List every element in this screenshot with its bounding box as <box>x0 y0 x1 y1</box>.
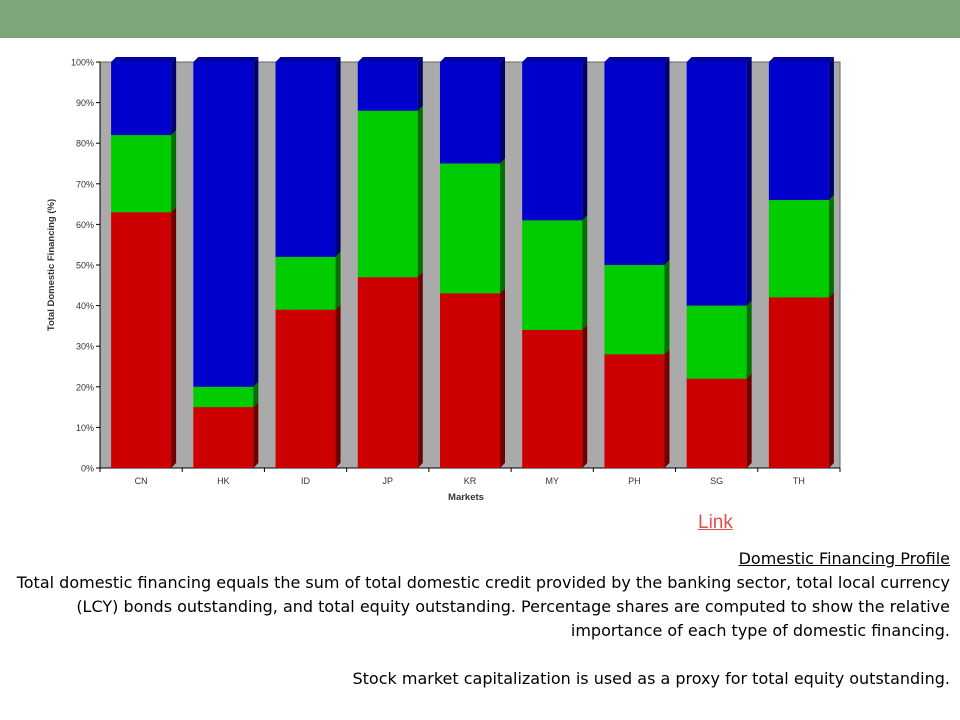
bar-side-SG <box>746 373 752 468</box>
bar-CN-lcy-bonds <box>111 135 172 213</box>
bar-side-TH <box>828 292 834 468</box>
y-tick-label: 30% <box>76 342 94 352</box>
bar-SG-domestic-credit <box>686 378 747 468</box>
y-tick-label: 50% <box>76 261 94 271</box>
bar-MY-domestic-credit <box>522 329 583 468</box>
caption-paragraph: Total domestic financing equals the sum … <box>16 573 950 640</box>
bar-side-KR <box>500 288 506 468</box>
x-tick-label: TH <box>793 476 805 486</box>
bar-side-HK <box>253 381 259 408</box>
bar-side-TH <box>828 57 834 201</box>
bar-side-PH <box>664 349 670 468</box>
y-axis-title: Total Domestic Financing (%) <box>46 199 57 331</box>
bar-side-MY <box>582 57 588 221</box>
bar-side-ID <box>335 304 341 468</box>
bar-side-ID <box>335 251 341 310</box>
bar-top-MY <box>522 57 588 62</box>
bar-side-ID <box>335 57 341 257</box>
header-bar <box>0 0 960 38</box>
x-tick-label: PH <box>628 476 641 486</box>
bar-side-PH <box>664 57 670 265</box>
bar-side-PH <box>664 260 670 355</box>
y-tick-label: 70% <box>76 179 94 189</box>
bar-ID-domestic-credit <box>275 309 336 468</box>
bar-side-TH <box>828 195 834 298</box>
bar-top-JP <box>357 57 423 62</box>
x-tick-label: MY <box>545 476 559 486</box>
bar-side-KR <box>500 57 506 164</box>
bar-KR-lcy-bonds <box>439 163 501 294</box>
x-tick-label: CN <box>135 476 148 486</box>
bar-CN-equity <box>111 62 172 136</box>
bar-top-KR <box>439 57 506 62</box>
caption: Domestic Financing Profile Total domesti… <box>10 547 950 691</box>
bar-PH-equity <box>604 62 665 265</box>
y-tick-label: 90% <box>76 98 94 108</box>
x-tick-label: HK <box>217 476 230 486</box>
bar-side-JP <box>417 57 423 111</box>
caption-title: Domestic Financing Profile <box>738 549 950 568</box>
x-tick-label: JP <box>383 476 394 486</box>
bar-top-SG <box>686 57 752 62</box>
x-axis-title: Markets <box>448 492 484 500</box>
bar-side-JP <box>417 272 423 468</box>
bar-JP-domestic-credit <box>357 277 418 468</box>
bar-side-JP <box>417 105 423 278</box>
bar-side-SG <box>746 300 752 379</box>
y-tick-label: 0% <box>81 464 94 474</box>
bar-SG-equity <box>686 62 747 306</box>
bar-top-ID <box>275 57 341 62</box>
bar-MY-lcy-bonds <box>522 220 583 330</box>
y-tick-label: 60% <box>76 220 94 230</box>
bar-HK-lcy-bonds <box>193 386 254 408</box>
bar-PH-lcy-bonds <box>604 265 665 355</box>
x-tick-label: SG <box>710 476 723 486</box>
bar-PH-domestic-credit <box>604 354 665 468</box>
bar-ID-lcy-bonds <box>275 256 336 310</box>
bar-side-CN <box>171 207 177 468</box>
bar-MY-equity <box>522 62 583 221</box>
y-tick-label: 10% <box>76 423 94 433</box>
y-tick-label: 40% <box>76 301 94 311</box>
x-tick-label: ID <box>301 476 311 486</box>
y-tick-label: 20% <box>76 382 94 392</box>
bar-TH-lcy-bonds <box>768 200 829 298</box>
bar-TH-equity <box>768 62 829 201</box>
bar-side-CN <box>171 130 177 213</box>
bar-ID-equity <box>275 62 336 257</box>
bar-side-HK <box>253 57 259 387</box>
bar-top-CN <box>111 57 177 62</box>
bar-SG-lcy-bonds <box>686 305 747 379</box>
bar-HK-equity <box>193 62 254 387</box>
y-tick-label: 80% <box>76 139 94 149</box>
bar-JP-lcy-bonds <box>357 110 418 278</box>
bar-TH-domestic-credit <box>768 297 829 468</box>
bar-side-HK <box>253 402 259 468</box>
bar-side-MY <box>582 324 588 468</box>
caption-note: Stock market capitalization is used as a… <box>352 669 950 688</box>
bar-CN-domestic-credit <box>111 212 172 468</box>
bar-side-SG <box>746 57 752 306</box>
y-tick-label: 100% <box>71 58 94 68</box>
bar-KR-domestic-credit <box>439 293 501 468</box>
bar-JP-equity <box>357 62 418 111</box>
bar-side-MY <box>582 215 588 330</box>
bar-top-HK <box>193 57 259 62</box>
bar-side-CN <box>171 57 177 136</box>
bar-side-KR <box>500 158 506 294</box>
stacked-bar-chart: 0% 10% 20% 30% 40% 50% 60% 70% 80% 90% 100% CN HK ID J… <box>46 57 841 500</box>
bar-KR-equity <box>439 62 501 164</box>
bar-top-TH <box>768 57 834 62</box>
link[interactable]: Link <box>698 512 733 533</box>
bar-top-PH <box>604 57 670 62</box>
x-tick-label: KR <box>464 476 477 486</box>
bar-HK-domestic-credit <box>193 407 254 468</box>
